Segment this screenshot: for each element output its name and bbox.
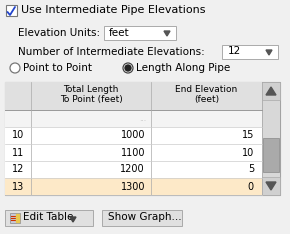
Bar: [263, 138, 279, 172]
Text: 1300: 1300: [121, 182, 145, 191]
Text: 1000: 1000: [121, 131, 145, 140]
Circle shape: [125, 65, 131, 71]
Bar: [5, 178, 262, 195]
Text: Point to Point: Point to Point: [23, 63, 92, 73]
Bar: [5, 82, 280, 195]
Text: Edit Table: Edit Table: [23, 212, 73, 222]
Text: 10: 10: [242, 147, 254, 157]
Text: 1200: 1200: [120, 165, 145, 175]
Text: 10: 10: [12, 131, 24, 140]
Circle shape: [10, 63, 20, 73]
Bar: [10, 213, 20, 223]
Text: 12: 12: [228, 47, 241, 56]
Bar: [5, 144, 262, 161]
Bar: [102, 210, 182, 226]
Text: Show Graph...: Show Graph...: [108, 212, 182, 222]
Text: 12: 12: [12, 165, 24, 175]
Text: feet: feet: [109, 28, 130, 37]
Polygon shape: [70, 217, 76, 222]
Bar: [222, 45, 278, 59]
Text: ...: ...: [139, 114, 146, 123]
Bar: [6, 5, 17, 16]
Text: Number of Intermediate Elevations:: Number of Intermediate Elevations:: [18, 47, 205, 57]
Bar: [262, 82, 280, 195]
Bar: [262, 177, 280, 195]
Circle shape: [123, 63, 133, 73]
Text: 13: 13: [12, 182, 24, 191]
Bar: [5, 127, 262, 144]
Text: Elevation Units:: Elevation Units:: [18, 28, 100, 38]
Polygon shape: [164, 31, 170, 36]
Text: 11: 11: [12, 147, 24, 157]
Polygon shape: [266, 182, 276, 190]
Text: 0: 0: [248, 182, 254, 191]
Text: 5: 5: [248, 165, 254, 175]
Text: End Elevation
(feet): End Elevation (feet): [175, 85, 238, 104]
Text: Length Along Pipe: Length Along Pipe: [136, 63, 230, 73]
Text: Total Length
To Point (feet): Total Length To Point (feet): [60, 85, 122, 104]
Text: Use Intermediate Pipe Elevations: Use Intermediate Pipe Elevations: [21, 5, 206, 15]
Text: 1100: 1100: [121, 147, 145, 157]
Polygon shape: [266, 50, 272, 55]
Polygon shape: [266, 87, 276, 95]
Bar: [104, 26, 176, 40]
Polygon shape: [16, 214, 19, 222]
Bar: [5, 82, 262, 110]
Bar: [5, 210, 93, 226]
Bar: [5, 110, 262, 127]
Bar: [5, 161, 262, 178]
Bar: [262, 82, 280, 100]
Text: 15: 15: [242, 131, 254, 140]
